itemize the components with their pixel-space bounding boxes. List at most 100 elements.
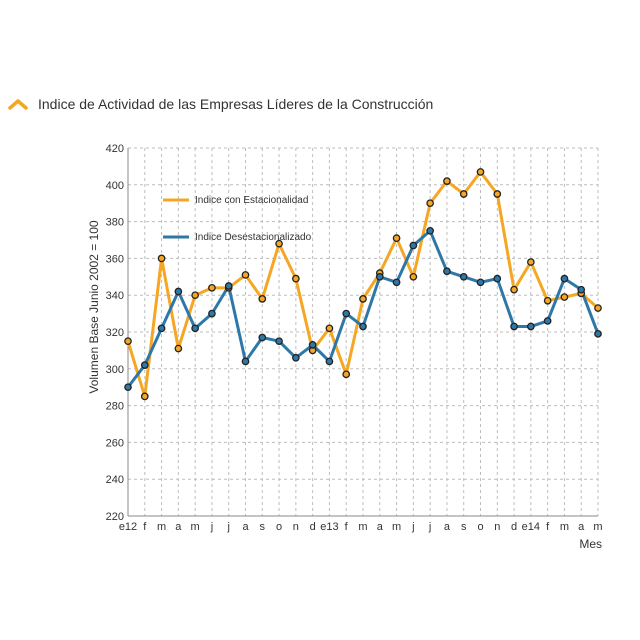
x-tick-label: j xyxy=(411,521,414,533)
series-0-point xyxy=(409,272,418,281)
series-1-point xyxy=(543,317,552,325)
series-1-point xyxy=(325,357,334,366)
series-1-point xyxy=(426,226,434,235)
series-0-point xyxy=(594,304,602,312)
x-tick-label: f xyxy=(143,521,147,533)
series-1-point xyxy=(174,287,183,296)
series-0-point xyxy=(543,296,552,305)
x-tick-label: s xyxy=(260,521,266,533)
x-tick-label: m xyxy=(392,521,401,533)
y-axis-label: Volumen Base Junio 2002 = 100 xyxy=(87,220,101,393)
series-1-point xyxy=(560,274,569,283)
series-0-point xyxy=(157,254,166,263)
y-tick-label: 280 xyxy=(106,401,124,413)
x-axis-label: Mes xyxy=(579,537,602,551)
series-0-point xyxy=(527,258,535,266)
series-0-point xyxy=(459,190,468,198)
series-0-point xyxy=(140,392,149,401)
x-tick-label: d xyxy=(310,521,316,533)
y-tick-label: 300 xyxy=(106,364,124,376)
series-0-point xyxy=(392,234,401,243)
series-0-point xyxy=(174,344,183,353)
x-axis-ticks: e12 f m a m j j a s o n d e13 f m a m j j a s o n d e14 f m a m xyxy=(119,521,603,533)
x-tick-label: e14 xyxy=(522,521,540,533)
series-0-point xyxy=(124,337,132,346)
series-0-point xyxy=(510,285,518,294)
series-0-point xyxy=(241,271,250,279)
series-0-point xyxy=(560,293,569,301)
x-tick-label: s xyxy=(461,521,467,533)
x-tick-label: a xyxy=(242,521,249,533)
x-tick-label: m xyxy=(593,521,602,533)
series-1-point xyxy=(459,272,468,281)
series-0-point xyxy=(476,168,485,176)
y-tick-label: 340 xyxy=(106,290,124,302)
x-tick-label: a xyxy=(444,521,451,533)
series-1-point xyxy=(342,309,351,318)
x-tick-label: m xyxy=(560,521,569,533)
x-tick-label: j xyxy=(428,521,431,533)
x-tick-label: d xyxy=(511,521,517,533)
x-tick-label: m xyxy=(358,521,367,533)
legend-label: Indice con Estacionalidad xyxy=(195,195,308,206)
chart-series-markers xyxy=(124,168,602,401)
x-tick-label: f xyxy=(546,521,550,533)
series-1-point xyxy=(375,272,384,281)
series-0-point xyxy=(359,295,367,303)
x-tick-label: m xyxy=(157,521,166,533)
series-1-point xyxy=(258,333,267,342)
series-0-point xyxy=(275,239,283,248)
y-tick-label: 420 xyxy=(106,143,124,155)
y-tick-label: 240 xyxy=(106,474,124,486)
series-0-point xyxy=(191,291,199,300)
series-1-point xyxy=(527,322,535,331)
series-1-point xyxy=(476,278,485,287)
y-axis-ticks: 220 240 260 280 300 320 340 360 380 400 420 xyxy=(106,143,124,523)
series-1-point xyxy=(510,322,518,331)
x-tick-label: j xyxy=(210,521,213,533)
series-1-point xyxy=(157,324,166,333)
x-tick-label: f xyxy=(345,521,349,533)
chart-header: Indice de Actividad de las Empresas Líde… xyxy=(8,96,433,112)
x-tick-label: o xyxy=(477,521,483,533)
series-0-point xyxy=(292,274,300,283)
series-1-point xyxy=(292,353,300,362)
y-tick-label: 400 xyxy=(106,180,124,192)
series-1-point xyxy=(140,361,149,369)
chevron-up-icon[interactable] xyxy=(8,98,28,110)
series-1-point xyxy=(493,274,502,283)
series-1-point xyxy=(409,241,418,250)
y-tick-label: 320 xyxy=(106,327,124,339)
series-1-point xyxy=(191,324,199,333)
series-0-point xyxy=(258,295,267,303)
series-0-point xyxy=(493,190,502,198)
series-1-point xyxy=(594,329,602,338)
chart-grid xyxy=(127,147,599,517)
y-tick-label: 220 xyxy=(106,511,124,523)
series-0-point xyxy=(325,324,334,333)
series-0-point xyxy=(426,199,434,208)
y-tick-label: 260 xyxy=(106,437,124,449)
x-tick-label: n xyxy=(293,521,299,533)
legend-label: Indice Desestacionalizado xyxy=(195,232,312,243)
x-tick-label: o xyxy=(276,521,282,533)
series-0-point xyxy=(208,283,216,292)
y-tick-label: 380 xyxy=(106,217,124,229)
series-1-point xyxy=(208,309,216,318)
series-0-point xyxy=(342,370,351,379)
x-tick-label: e13 xyxy=(320,521,338,533)
series-1-point xyxy=(443,267,451,276)
x-tick-label: a xyxy=(175,521,182,533)
series-line-1 xyxy=(126,229,600,389)
series-1-point xyxy=(359,322,367,331)
series-1-point xyxy=(577,285,586,294)
series-1-point xyxy=(392,278,401,287)
series-0-point xyxy=(443,177,451,185)
chart-title: Indice de Actividad de las Empresas Líde… xyxy=(38,96,434,112)
y-tick-label: 360 xyxy=(106,253,124,265)
x-tick-label: m xyxy=(191,521,200,533)
series-1-point xyxy=(308,341,317,349)
series-1-point xyxy=(275,337,283,346)
chart-legend: Indice con Estacionalidad Indice Desestac… xyxy=(163,195,312,243)
